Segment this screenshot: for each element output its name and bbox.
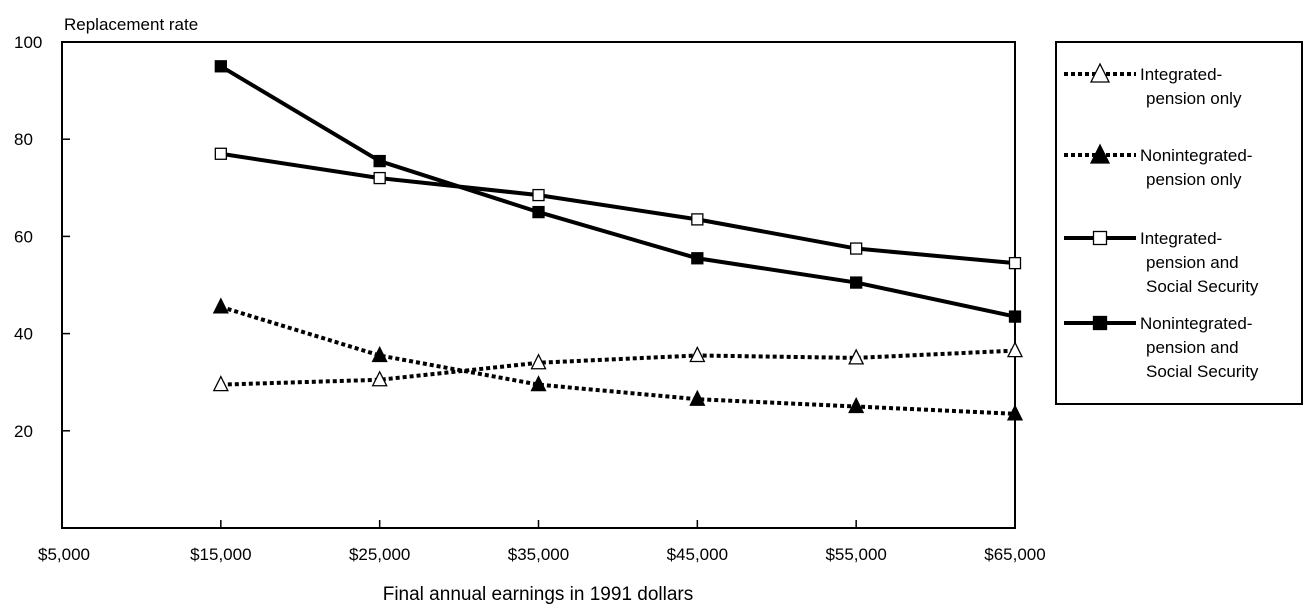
legend-label-line: Social Security (1146, 277, 1259, 296)
legend-label-line: pension and (1146, 253, 1239, 272)
series-line (220, 151, 1016, 266)
data-point-marker (530, 375, 547, 392)
legend-label-line: Social Security (1146, 362, 1259, 381)
data-point-marker (371, 346, 388, 363)
series-nonintegrated-pension-and-social-security (214, 60, 1022, 323)
x-tick-label: $15,000 (190, 545, 251, 564)
legend-marker (1092, 230, 1108, 246)
legend-label-line: pension only (1146, 170, 1242, 189)
data-point-marker (691, 252, 704, 265)
legend-label-line: pension and (1146, 338, 1239, 357)
legend-item-nonintegrated-pension-and-social-security: Nonintegrated-pension and Social Security (1064, 314, 1259, 381)
legend-marker (1089, 143, 1111, 164)
legend: Integrated-pension onlyNonintegrated-pen… (1064, 62, 1259, 381)
data-point-marker (848, 348, 865, 365)
data-point-marker (1006, 404, 1024, 421)
y-tick-label: 40 (14, 325, 33, 344)
series-line (220, 348, 1016, 387)
data-point-marker (1006, 341, 1024, 358)
series-line (220, 304, 1016, 416)
data-point-marker (373, 171, 386, 185)
data-point-marker (373, 154, 386, 168)
legend-box (1055, 41, 1303, 405)
x-tick-label: $35,000 (508, 545, 569, 564)
y-tick-label: 60 (14, 227, 33, 246)
y-tick-label: 20 (14, 422, 33, 441)
y-axis-ticks: 20 40 60 80 100 (14, 33, 70, 441)
data-point-marker (214, 60, 227, 73)
y-tick-label: 100 (14, 33, 42, 52)
data-point-marker (530, 353, 547, 370)
data-point-marker (532, 188, 545, 202)
x-tick-label: $55,000 (825, 545, 886, 564)
data-point-marker (1008, 256, 1022, 270)
legend-label-line: pension only (1146, 89, 1242, 108)
data-point-marker (689, 389, 706, 406)
x-axis-title: Final annual earnings in 1991 dollars (383, 584, 694, 605)
legend-item-nonintegrated-pension-only: Nonintegrated-pension only (1064, 143, 1252, 189)
x-axis-ticks: $5,000 $15,000 $25,000 $35,000 $45,000 $55,00… (38, 520, 1046, 564)
data-point-marker (691, 213, 704, 226)
data-point-marker (214, 147, 227, 160)
data-point-marker (371, 370, 388, 387)
series-integrated-pension-only (212, 341, 1024, 392)
x-tick-label: $65,000 (984, 545, 1045, 564)
series-nonintegrated-pension-only (212, 297, 1024, 421)
series-line (219, 64, 1016, 319)
series-layer (212, 60, 1024, 421)
x-tick-label: $5,000 (38, 545, 90, 564)
series-integrated-pension-and-social-security (214, 147, 1022, 270)
data-point-marker (848, 397, 865, 414)
data-point-marker (212, 297, 229, 314)
data-point-marker (1008, 310, 1022, 323)
data-point-marker (532, 205, 545, 219)
y-axis-title: Replacement rate (64, 15, 198, 34)
data-point-marker (850, 242, 863, 255)
data-point-marker (850, 276, 863, 289)
legend-label-line: Integrated- (1140, 229, 1222, 248)
y-tick-label: 80 (14, 130, 33, 149)
data-point-marker (212, 375, 229, 392)
legend-label-line: Nonintegrated- (1140, 314, 1252, 333)
x-tick-label: $45,000 (667, 545, 728, 564)
legend-label-line: Integrated- (1140, 65, 1222, 84)
legend-marker (1092, 315, 1108, 331)
legend-label-line: Nonintegrated- (1140, 146, 1252, 165)
legend-item-integrated-pension-and-social-security: Integrated-pension and Social Security (1064, 229, 1259, 296)
data-point-marker (689, 346, 706, 363)
legend-marker (1089, 62, 1111, 83)
legend-item-integrated-pension-only: Integrated-pension only (1064, 62, 1242, 108)
x-tick-label: $25,000 (349, 545, 410, 564)
